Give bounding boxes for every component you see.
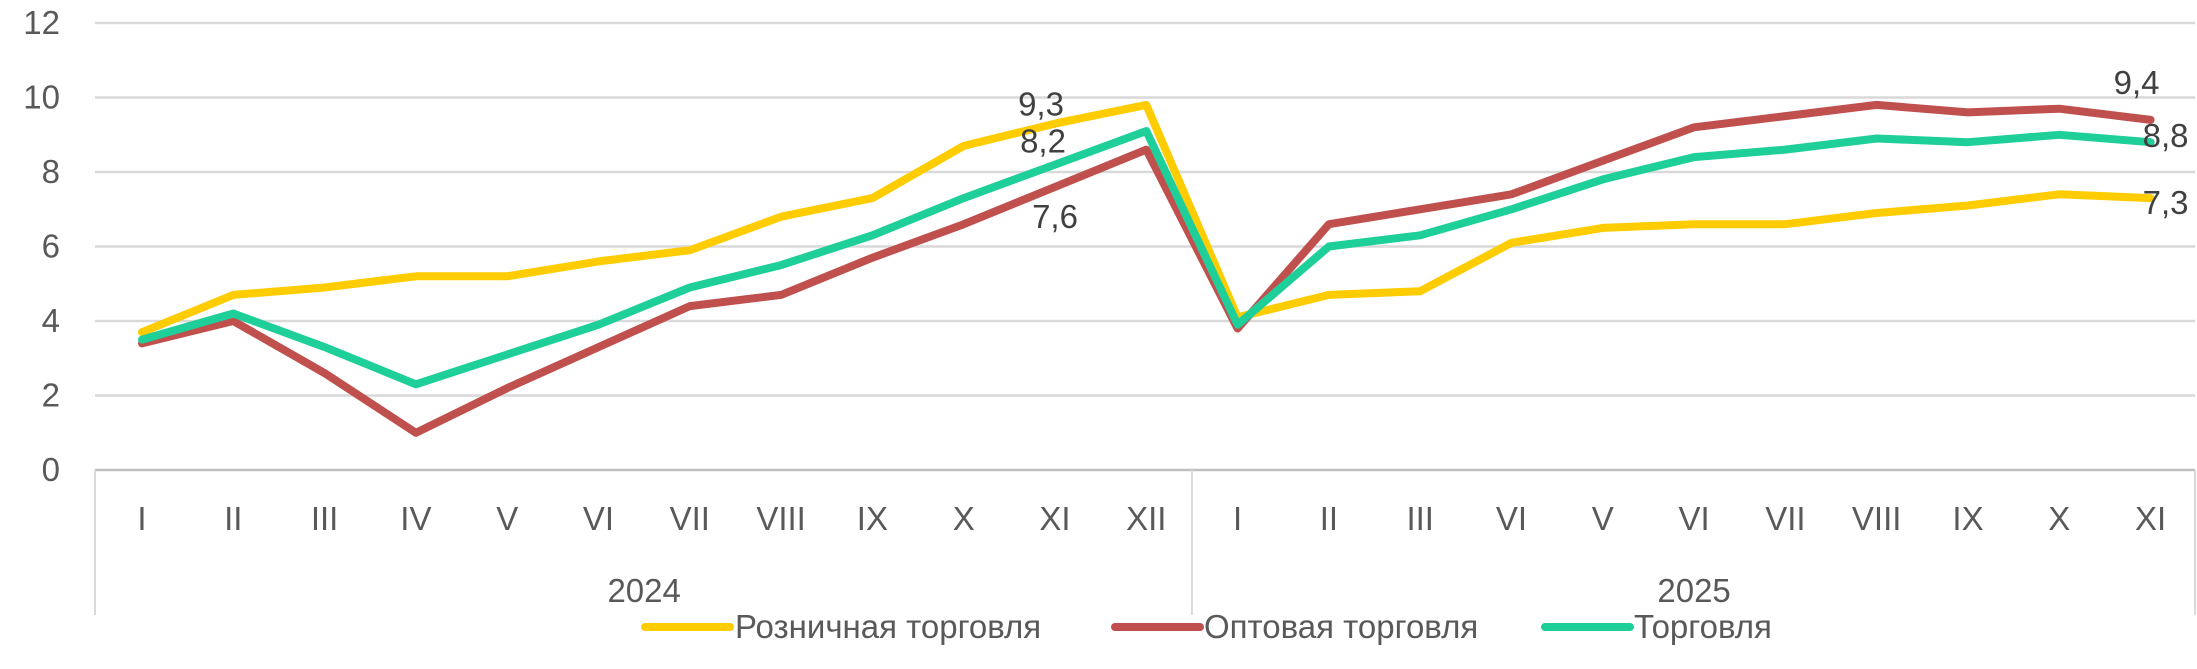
x-tick-label: II (1320, 500, 1338, 537)
y-tick-label: 0 (42, 451, 60, 488)
x-tick-label: XI (1039, 500, 1070, 537)
y-axis: 0 2 4 6 8 10 12 (23, 4, 60, 488)
y-tick-label: 12 (23, 4, 60, 41)
series-line (138, 100, 2155, 337)
data-label: 8,2 (1020, 123, 1066, 160)
x-tick-label: XI (2135, 500, 2166, 537)
x-tick-label: VIII (756, 500, 806, 537)
series-lines (138, 100, 2155, 437)
legend: Розничная торговля Оптовая торговля Торгов… (641, 608, 1772, 645)
x-tick-label: V (1592, 500, 1614, 537)
x-tick-label: VIII (1852, 500, 1902, 537)
data-label: 8,8 (2143, 117, 2189, 154)
y-tick-label: 10 (23, 79, 60, 116)
legend-label: Торговля (1634, 608, 1772, 645)
y-tick-label: 6 (42, 228, 60, 265)
x-tick-label: V (496, 500, 518, 537)
x-tick-label: VI (583, 500, 614, 537)
data-labels: 9,38,2 7,6 9,4 8,8 7,3 (1018, 64, 2188, 235)
x-tick-label: IX (857, 500, 888, 537)
x-tick-label: II (224, 500, 242, 537)
legend-label: Оптовая торговля (1204, 608, 1478, 645)
x-tick-label: I (1233, 500, 1242, 537)
data-label: 7,6 (1032, 198, 1078, 235)
x-tick-label: IX (1952, 500, 1983, 537)
data-label: 9,3 (1018, 86, 1064, 123)
x-tick-label: XII (1126, 500, 1166, 537)
x-tick-label: VII (670, 500, 710, 537)
x-tick-label: X (2048, 500, 2070, 537)
gridlines (95, 21, 2195, 472)
x-tick-label: III (1406, 500, 1434, 537)
year-label: 2025 (1657, 572, 1730, 609)
data-label: 7,3 (2143, 184, 2189, 221)
year-label: 2024 (607, 572, 680, 609)
x-tick-label: VII (1765, 500, 1805, 537)
y-tick-label: 2 (42, 377, 60, 414)
series-line (138, 127, 2155, 389)
x-tick-label: X (953, 500, 975, 537)
x-tick-label: IV (400, 500, 431, 537)
y-tick-label: 8 (42, 153, 60, 190)
legend-label: Розничная торговля (735, 608, 1041, 645)
x-tick-label: III (311, 500, 339, 537)
data-label: 9,4 (2114, 64, 2160, 101)
series-line (138, 100, 2155, 437)
x-tick-label: VI (1679, 500, 1710, 537)
x-tick-label: I (137, 500, 146, 537)
y-tick-label: 4 (42, 302, 60, 339)
x-tick-label: VI (1496, 500, 1527, 537)
